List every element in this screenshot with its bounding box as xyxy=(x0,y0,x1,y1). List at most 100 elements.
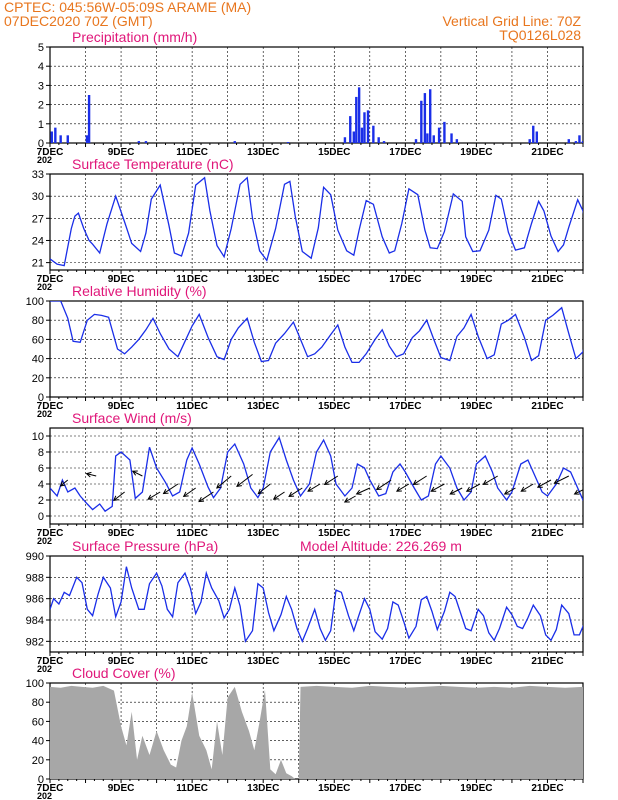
pressure-panel: 982 984 986 988 990 7DEC 9DEC 11DEC 13DEC 15DEC 17… xyxy=(26,538,584,674)
cloud-area xyxy=(50,685,583,779)
pressure-subtitle: Model Altitude: 226.269 m xyxy=(300,538,462,554)
pressure-xtick-label: 19DEC xyxy=(460,656,492,667)
wind-arrowhead xyxy=(131,470,138,476)
precip-bar xyxy=(343,137,347,143)
precip-ytick-label: 4 xyxy=(38,61,44,73)
wind-arrow xyxy=(483,475,498,485)
wind-xtick-label: 19DEC xyxy=(460,528,492,539)
run-time-line: 07DEC2020 70Z (GMT) xyxy=(4,13,153,29)
pressure-xtick-label: 11DEC xyxy=(176,656,208,667)
precip-bar xyxy=(578,135,581,143)
precip-bar xyxy=(455,139,459,143)
wind-arrow xyxy=(376,479,392,491)
precip-bar xyxy=(426,133,429,143)
wind-arrowhead xyxy=(536,482,543,488)
precip-bar xyxy=(581,141,583,143)
humidity-xtick-label: 21DEC xyxy=(531,401,563,412)
wind-arrowhead xyxy=(272,494,279,500)
wind-ytick-label: 10 xyxy=(32,431,44,443)
wind-arrowhead xyxy=(430,486,437,492)
wind-arrowhead xyxy=(236,481,242,488)
cloud-title: Cloud Cover (%) xyxy=(72,665,175,681)
precip-xtick-label: 15DEC xyxy=(318,147,350,158)
temperature-title: Surface Temperature (nC) xyxy=(72,156,234,172)
humidity-ytick-label: 60 xyxy=(32,334,44,346)
precip-bar xyxy=(432,135,435,143)
pressure-xtick-label: 21DEC xyxy=(531,656,563,667)
pressure-xtick-label: 15DEC xyxy=(318,656,350,667)
wind-arrow xyxy=(356,487,371,495)
wind-arrow xyxy=(86,473,97,477)
wind-arrow xyxy=(504,487,516,495)
wind-xtick-label: 13DEC xyxy=(247,528,279,539)
wind-arrow xyxy=(132,470,143,477)
wind-year-label: 202 xyxy=(37,536,52,546)
precip-xtick-label: 21DEC xyxy=(531,147,563,158)
pressure-frame xyxy=(49,555,584,653)
precip-bar xyxy=(363,112,366,143)
humidity-xtick-label: 15DEC xyxy=(318,401,350,412)
wind-ytick-label: 0 xyxy=(38,511,44,523)
wind-xtick-label: 21DEC xyxy=(531,528,563,539)
temperature-ytick-label: 24 xyxy=(32,235,44,247)
wind-arrow xyxy=(163,483,179,495)
humidity-ytick-label: 100 xyxy=(26,296,44,308)
wind-arrowhead xyxy=(520,486,527,492)
wind-frame xyxy=(49,427,584,525)
humidity-ytick-label: 40 xyxy=(32,354,44,366)
cloud-xtick-label: 13DEC xyxy=(247,783,279,794)
wind-arrowhead xyxy=(85,471,92,478)
wind-arrow xyxy=(324,475,339,485)
precip-bar xyxy=(286,142,290,143)
wind-xtick-label: 7DEC xyxy=(37,528,64,539)
pressure-xtick-label: 7DEC xyxy=(37,656,64,667)
station-line: CPTEC: 045:56W-05:09S ARAME (MA) xyxy=(4,0,252,15)
precip-bar xyxy=(349,116,352,143)
precip-bar xyxy=(600,133,602,143)
cloud-xtick-label: 19DEC xyxy=(460,783,492,794)
wind-arrow xyxy=(413,475,427,485)
temperature-frame xyxy=(49,173,584,271)
precip-bar xyxy=(372,125,375,143)
pressure-line xyxy=(50,566,583,644)
pressure-xtick-label: 13DEC xyxy=(247,656,279,667)
temperature-ytick-label: 33 xyxy=(32,169,44,181)
pressure-title: Surface Pressure (hPa) xyxy=(72,538,218,554)
wind-arrow xyxy=(216,475,232,489)
humidity-xtick-label: 9DEC xyxy=(108,401,135,412)
wind-arrow xyxy=(113,491,125,501)
precip-bar xyxy=(528,139,531,143)
wind-arrow xyxy=(147,491,161,500)
cloud-ytick-label: 20 xyxy=(32,755,44,767)
precip-bar xyxy=(450,133,453,143)
wind-arrowhead xyxy=(395,486,402,492)
precip-xtick-label: 7DEC xyxy=(37,147,64,158)
wind-ytick-label: 8 xyxy=(38,447,44,459)
wind-title: Surface Wind (m/s) xyxy=(72,410,192,426)
precip-bar xyxy=(357,87,361,143)
precip-bar xyxy=(144,141,148,143)
precip-bar xyxy=(137,141,141,143)
wind-arrowhead xyxy=(257,488,264,495)
temperature-line xyxy=(50,176,583,267)
wind-arrowhead xyxy=(343,497,350,503)
precip-bar xyxy=(233,141,236,143)
humidity-ytick-label: 20 xyxy=(32,373,44,385)
wind-arrow xyxy=(273,491,285,500)
wind-arrow xyxy=(449,487,463,495)
wind-ytick-label: 4 xyxy=(38,479,44,491)
wind-arrowhead xyxy=(182,491,189,497)
wind-arrowhead xyxy=(482,479,489,485)
wind-arrowhead xyxy=(216,483,222,489)
precip-bar xyxy=(589,112,591,143)
wind-arrow xyxy=(430,483,445,492)
wind-arrowhead xyxy=(465,486,472,492)
cloud-ytick-label: 80 xyxy=(32,697,44,709)
wind-arrowhead xyxy=(355,489,362,495)
cloud-xtick-label: 11DEC xyxy=(176,783,208,794)
precip-ytick-label: 1 xyxy=(38,119,44,131)
pressure-ytick-label: 984 xyxy=(26,615,44,627)
wind-arrow xyxy=(257,483,271,494)
wind-arrowhead xyxy=(503,489,510,495)
grid-note: Vertical Grid Line: 70Z xyxy=(442,13,581,29)
